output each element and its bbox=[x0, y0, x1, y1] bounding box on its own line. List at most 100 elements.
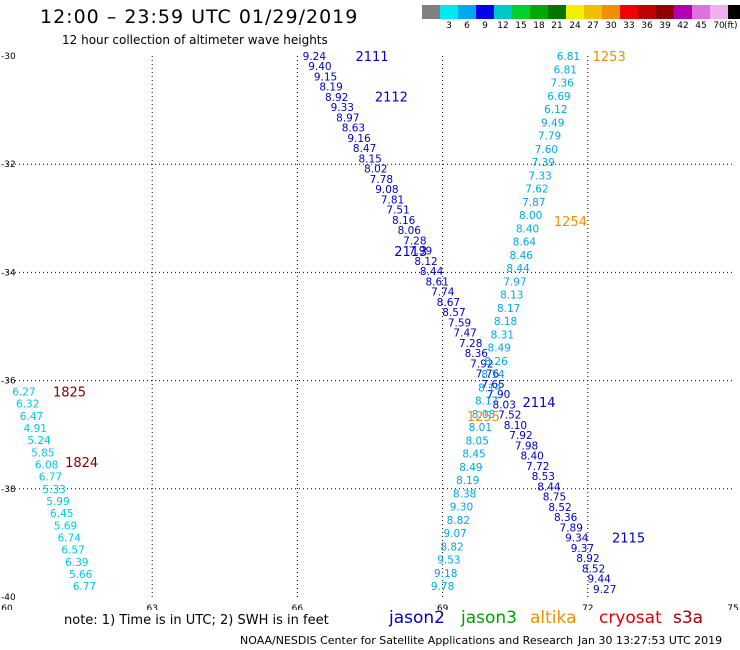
y-tick-label: -32 bbox=[1, 160, 16, 170]
pass-time-label: 1824 bbox=[65, 456, 98, 471]
wave-height-point: 5.33 bbox=[42, 484, 65, 496]
wave-height-point: 7.36 bbox=[550, 78, 574, 90]
wave-height-point: 8.36 bbox=[465, 348, 489, 360]
colorbar-cell bbox=[674, 5, 692, 19]
wave-height-point: 7.72 bbox=[526, 461, 549, 473]
wave-height-point: 8.36 bbox=[554, 512, 578, 524]
x-tick-label: 60 bbox=[1, 604, 13, 610]
wave-height-point: 6.69 bbox=[547, 91, 570, 103]
wave-height-point: 8.49 bbox=[459, 462, 482, 474]
wave-height-point: 9.08 bbox=[375, 184, 398, 196]
colorbar-cell bbox=[602, 5, 620, 19]
legend-item: s3a bbox=[673, 608, 704, 628]
y-tick-label: -38 bbox=[1, 485, 16, 495]
wave-height-point: 7.60 bbox=[535, 144, 558, 156]
wave-height-point: 6.32 bbox=[16, 399, 39, 411]
wave-height-point: 9.16 bbox=[347, 133, 371, 145]
colorbar-cell bbox=[440, 5, 458, 19]
legend-item: jason2 bbox=[389, 608, 445, 628]
wave-height-point: 8.18 bbox=[494, 316, 517, 328]
colorbar-label: 3 bbox=[446, 21, 452, 31]
wave-height-point: 8.46 bbox=[510, 250, 534, 262]
wave-height-point: 7.92 bbox=[470, 358, 493, 370]
wave-height-point: 7.59 bbox=[448, 317, 471, 329]
wave-height-point: 9.15 bbox=[314, 71, 337, 83]
y-tick-label: -40 bbox=[1, 593, 16, 603]
wave-height-point: 8.97 bbox=[336, 112, 359, 124]
wave-height-point: 8.57 bbox=[442, 307, 465, 319]
wave-height-point: 9.27 bbox=[593, 584, 616, 596]
legend-item: altika bbox=[530, 608, 577, 628]
pass-time-label: 1825 bbox=[53, 385, 86, 400]
colorbar-label: 36 bbox=[641, 21, 653, 31]
wave-height-point: 8.40 bbox=[516, 223, 539, 235]
chart-subtitle: 12 hour collection of altimeter wave hei… bbox=[62, 33, 328, 47]
wave-height-point: 8.03 bbox=[493, 399, 516, 411]
wave-height-point: 7.47 bbox=[453, 328, 476, 340]
wave-height-point: 8.26 bbox=[484, 356, 508, 368]
colorbar-label: 30 bbox=[605, 21, 617, 31]
wave-height-point: 8.82 bbox=[440, 541, 463, 553]
wave-height-point: 9.40 bbox=[308, 61, 331, 73]
wave-height-point: 8.92 bbox=[325, 92, 348, 104]
wave-height-point: 7.65 bbox=[481, 379, 504, 391]
wave-height-point: 6.81 bbox=[554, 64, 577, 76]
wave-height-point: 9.30 bbox=[450, 502, 473, 514]
wave-height-point: 9.33 bbox=[331, 102, 354, 114]
wave-height-point: 6.12 bbox=[544, 104, 567, 116]
wave-height-point: 7.76 bbox=[476, 369, 500, 381]
wave-height-point: 5.85 bbox=[31, 447, 54, 459]
wave-height-point: 8.52 bbox=[582, 563, 605, 575]
pass-time-label: 1253 bbox=[593, 50, 626, 65]
wave-height-point: 6.81 bbox=[557, 51, 580, 63]
wave-height-point: 7.74 bbox=[431, 287, 455, 299]
x-tick-label: 69 bbox=[437, 604, 449, 610]
colorbar-label: 27 bbox=[587, 21, 599, 31]
colorbar-cell bbox=[656, 5, 674, 19]
legend-item: cryosat bbox=[599, 608, 662, 628]
wave-height-point: 7.62 bbox=[525, 184, 548, 196]
colorbar-label: 33 bbox=[623, 21, 635, 31]
colorbar-label: 18 bbox=[533, 21, 545, 31]
colorbar-label: 9 bbox=[482, 21, 488, 31]
wave-height-point: 7.33 bbox=[528, 170, 551, 182]
wave-height-point: 7.98 bbox=[515, 440, 538, 452]
colorbar-label: 24 bbox=[569, 21, 581, 31]
wave-height-point: 8.63 bbox=[342, 123, 365, 135]
wave-height-point: 9.49 bbox=[541, 117, 564, 129]
map-plot: 60 63 66 69 72 75-30-32-34-36-38-409.249.409.… bbox=[1, 50, 739, 610]
timestamp: Jan 30 13:27:53 UTC 2019 bbox=[578, 634, 723, 647]
colorbar-cell bbox=[620, 5, 638, 19]
wave-height-point: 7.28 bbox=[403, 235, 426, 247]
wave-height-point: 8.49 bbox=[488, 343, 511, 355]
footer-note: note: 1) Time is in UTC; 2) SWH is in fe… bbox=[64, 613, 329, 628]
wave-height-point: 6.39 bbox=[65, 557, 88, 569]
wave-height-point: 5.69 bbox=[54, 520, 77, 532]
wave-height-point: 8.16 bbox=[392, 215, 416, 227]
pass-time-label: 2111 bbox=[355, 50, 388, 65]
pass-time-label: 1254 bbox=[554, 215, 587, 230]
wave-height-point: 5.66 bbox=[69, 569, 93, 581]
wave-height-point: 8.08 bbox=[472, 409, 495, 421]
wave-height-point: 8.13 bbox=[500, 290, 523, 302]
wave-height-point: 9.34 bbox=[565, 533, 589, 545]
wave-height-point: 6.77 bbox=[73, 581, 96, 593]
wave-height-point: 8.45 bbox=[462, 449, 485, 461]
wave-height-point: 8.44 bbox=[420, 266, 444, 278]
wave-height-point: 8.75 bbox=[543, 492, 566, 504]
wave-height-point: 8.40 bbox=[520, 451, 543, 463]
colorbar-cell bbox=[638, 5, 656, 19]
wave-height-point: 8.00 bbox=[519, 210, 542, 222]
pass-time-label: 2113 bbox=[394, 245, 427, 260]
y-tick-label: -34 bbox=[1, 268, 16, 278]
pass-time-label: 2112 bbox=[375, 91, 408, 106]
wave-height-point: 7.99 bbox=[409, 246, 432, 258]
colorbar-cell bbox=[566, 5, 584, 19]
colorbar-label: 42 bbox=[677, 21, 689, 31]
wave-height-point: 8.38 bbox=[453, 488, 476, 500]
wave-height-point: 9.44 bbox=[587, 574, 611, 586]
colorbar-cell bbox=[458, 5, 476, 19]
colorbar-label: 15 bbox=[515, 21, 527, 31]
wave-height-point: 9.53 bbox=[437, 555, 460, 567]
wave-height-point: 7.28 bbox=[459, 338, 482, 350]
